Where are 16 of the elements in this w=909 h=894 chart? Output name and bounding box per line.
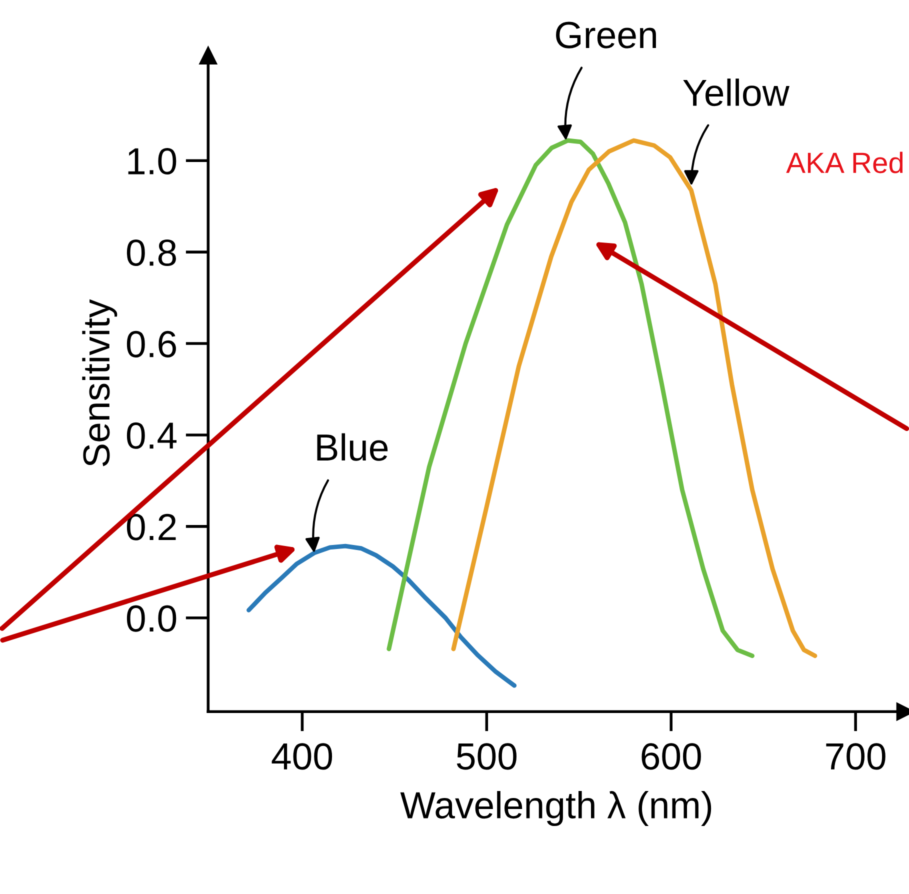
y-axis-title: Sensitivity bbox=[82, 299, 118, 466]
x-tick-label: 700 bbox=[826, 743, 886, 770]
x-tick-label: 500 bbox=[456, 743, 516, 770]
annotation: AKA Red bbox=[786, 152, 903, 174]
y-tick-label: 1.0 bbox=[128, 148, 176, 175]
annotation: Blue bbox=[317, 433, 388, 461]
x-tick-label: 600 bbox=[642, 743, 701, 770]
y-tick-label: 0.8 bbox=[126, 239, 176, 266]
annotation: Yellow bbox=[683, 78, 790, 106]
x-tick-label: 400 bbox=[272, 743, 332, 770]
annotation: Green bbox=[556, 22, 656, 48]
x-axis-title: Wavelength λ (nm) bbox=[400, 791, 712, 826]
y-tick-label: 0.4 bbox=[126, 422, 177, 449]
y-tick-label: 0.2 bbox=[126, 514, 176, 540]
y-tick-label: 0.0 bbox=[126, 605, 176, 632]
y-tick-label: 0.6 bbox=[126, 330, 176, 358]
